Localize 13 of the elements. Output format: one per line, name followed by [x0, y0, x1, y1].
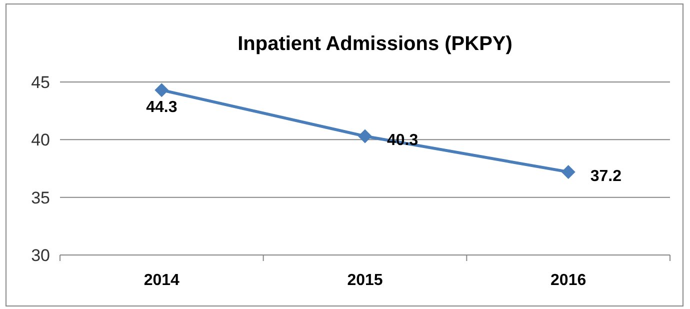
chart-title: Inpatient Admissions (PKPY)	[238, 33, 512, 55]
data-label: 37.2	[590, 168, 622, 185]
y-tick-label: 40	[31, 130, 50, 150]
x-tick-label: 2015	[347, 272, 383, 289]
point	[358, 129, 372, 144]
x-tick-label: 2014	[144, 272, 180, 289]
data-label: 44.3	[146, 99, 178, 116]
y-tick-label: 45	[31, 73, 50, 92]
y-tick-label: 35	[31, 188, 50, 208]
x-tick-label: 2016	[550, 272, 586, 289]
point	[154, 83, 169, 98]
y-tick-label: 30	[31, 246, 50, 265]
point	[561, 164, 576, 179]
